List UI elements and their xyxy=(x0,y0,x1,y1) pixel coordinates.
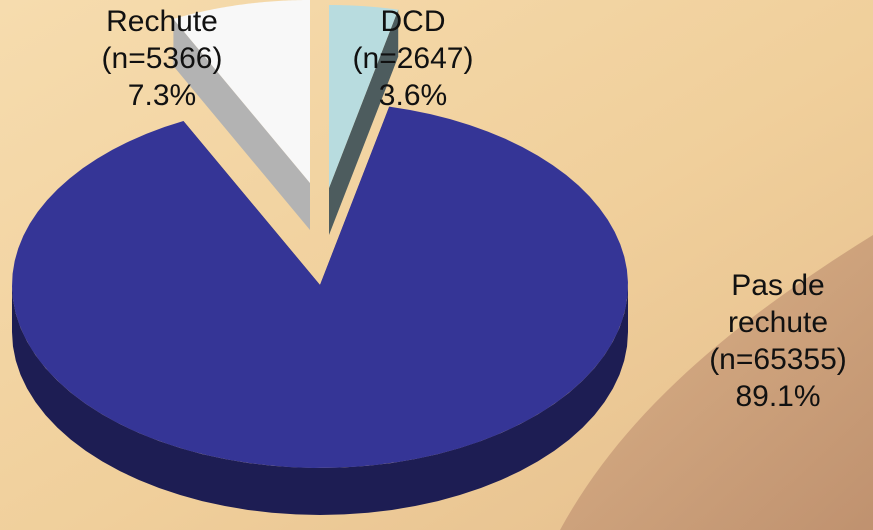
pie-slice-rechute-wall-start xyxy=(173,18,310,231)
background-dune xyxy=(560,235,873,530)
label-rechute: Rechute (n=5366) 7.3% xyxy=(62,3,262,114)
label-pas-de-rechute: Pas de rechute (n=65355) 89.1% xyxy=(683,267,873,415)
label-rechute-name: Rechute xyxy=(106,5,218,38)
pie-slice-dcd-top xyxy=(329,5,399,188)
label-dcd: DCD (n=2647) 3.6% xyxy=(313,3,513,114)
label-pas-de-rechute-percent: 89.1% xyxy=(735,380,821,413)
pie-slice-dcd xyxy=(329,5,399,235)
pie-slice-pas-de-rechute xyxy=(12,106,628,515)
pie-slice-dcd-wall-end xyxy=(329,9,399,235)
label-dcd-percent: 3.6% xyxy=(378,79,448,112)
pie-slice-rechute xyxy=(173,0,310,231)
pie-slice-rechute-top xyxy=(173,0,310,183)
label-pas-de-rechute-count: (n=65355) xyxy=(709,343,847,376)
label-rechute-count: (n=5366) xyxy=(101,42,223,75)
label-dcd-count: (n=2647) xyxy=(352,42,474,75)
pie-slice-pas-de-rechute-top xyxy=(12,106,628,468)
label-pas-de-rechute-name-line-1: Pas de xyxy=(731,269,825,302)
pie-slice-pas-de-rechute-side xyxy=(12,285,628,515)
label-dcd-name: DCD xyxy=(380,5,446,38)
label-rechute-percent: 7.3% xyxy=(127,79,197,112)
label-pas-de-rechute-name-line-2: rechute xyxy=(727,306,829,339)
